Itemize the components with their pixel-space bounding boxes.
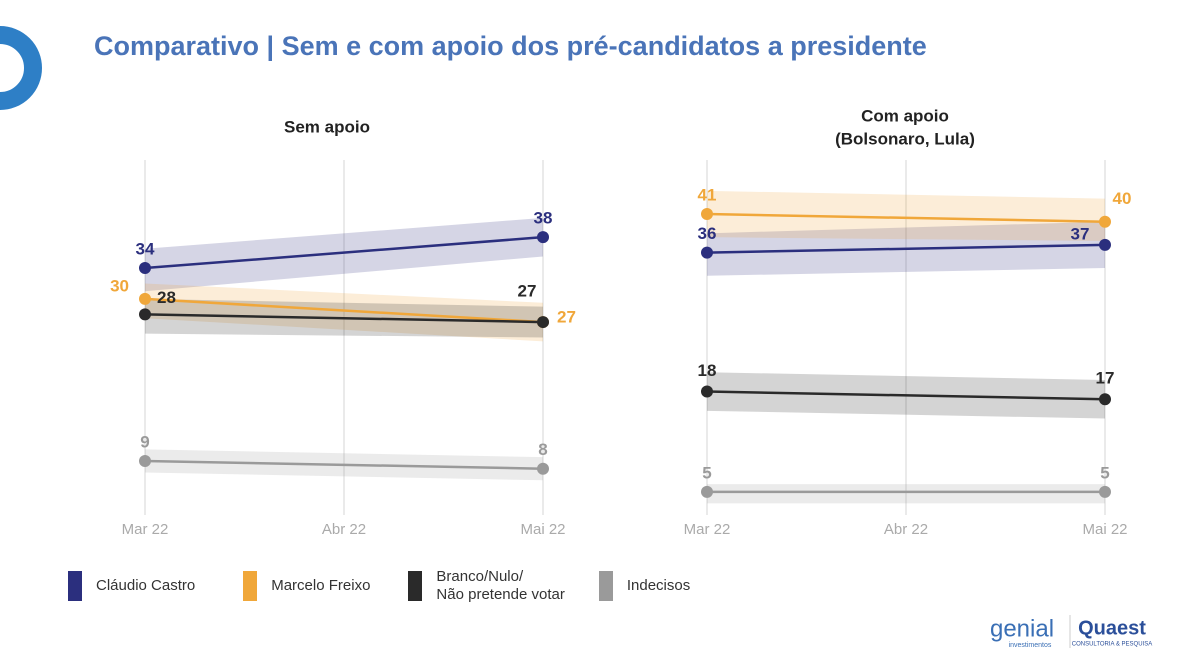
data-point	[139, 308, 151, 321]
uncertainty-band	[707, 484, 1105, 504]
data-point	[139, 292, 151, 305]
page-title: Comparativo | Sem e com apoio dos pré-ca…	[94, 31, 927, 61]
data-point	[701, 485, 713, 498]
data-label: 18	[698, 361, 717, 380]
chart-title: Sem apoio	[284, 117, 370, 136]
logo-genial: genial	[990, 615, 1054, 642]
data-label: 5	[1100, 463, 1109, 482]
data-point	[1099, 485, 1111, 498]
series-line	[706, 243, 1106, 254]
legend-label: Cláudio Castro	[96, 577, 196, 594]
chart-title: Com apoio	[861, 106, 949, 125]
data-point	[537, 462, 549, 475]
uncertainty-band	[145, 283, 543, 342]
data-point	[537, 316, 549, 329]
uncertainty-band	[707, 190, 1105, 242]
data-label: 41	[698, 186, 717, 205]
legend: Cláudio Castro Marcelo Freixo Branco/Nulo/…	[68, 568, 690, 604]
decor-ring	[0, 26, 42, 110]
data-label: 17	[1096, 369, 1115, 388]
data-label: 40	[1113, 189, 1132, 208]
data-label: 27	[518, 282, 537, 301]
series-line	[144, 235, 544, 270]
data-label: 9	[140, 432, 149, 451]
data-point	[1099, 238, 1111, 251]
x-tick-label: Mai 22	[1082, 521, 1127, 538]
legend-swatch	[68, 571, 82, 601]
data-label: 8	[538, 440, 547, 459]
chart-subtitle: (Bolsonaro, Lula)	[835, 129, 975, 148]
data-point	[1099, 215, 1111, 228]
legend-label: Indecisos	[626, 577, 691, 594]
data-point	[701, 246, 713, 259]
legend-swatch	[243, 571, 258, 601]
uncertainty-band	[145, 217, 543, 292]
legend-item: Indecisos	[598, 568, 691, 604]
legend-label: Marcelo Freixo	[271, 577, 371, 594]
series-line	[144, 313, 544, 324]
data-point	[701, 208, 713, 221]
data-point	[537, 231, 549, 244]
logo-genial-sub: investimentos	[1009, 642, 1052, 649]
legend-item: Marcelo Freixo	[243, 568, 370, 604]
x-tick-label: Mar 22	[684, 521, 731, 538]
series-line	[144, 459, 544, 470]
legend-item: Branco/Nulo/ Não pretende votar	[408, 568, 565, 604]
data-label: 37	[1071, 224, 1090, 243]
legend-swatch	[598, 571, 613, 601]
legend-swatch	[408, 571, 423, 601]
x-tick-label: Abr 22	[322, 521, 366, 538]
logo-quaest: Quaest	[1078, 617, 1146, 639]
x-tick-label: Mai 22	[520, 521, 565, 538]
series-line	[706, 390, 1106, 401]
x-tick-label: Abr 22	[884, 521, 928, 538]
data-point	[1099, 393, 1111, 406]
x-tick-label: Mar 22	[122, 521, 169, 538]
data-label: 28	[157, 288, 176, 307]
series-line	[144, 297, 544, 324]
legend-item: Cláudio Castro	[68, 568, 195, 604]
data-point	[139, 454, 151, 467]
data-label: 30	[110, 276, 129, 295]
series-line	[706, 212, 1106, 223]
data-label: 36	[698, 224, 717, 243]
data-label: 34	[136, 240, 155, 259]
data-point	[139, 262, 151, 275]
logo-quaest-sub: CONSULTORIA & PESQUISA	[1072, 642, 1152, 648]
legend-label: Branco/Nulo/ Não pretende votar	[436, 568, 565, 603]
data-label: 5	[702, 463, 711, 482]
data-point	[701, 385, 713, 398]
data-label: 38	[534, 209, 553, 228]
data-label: 27	[557, 308, 576, 327]
